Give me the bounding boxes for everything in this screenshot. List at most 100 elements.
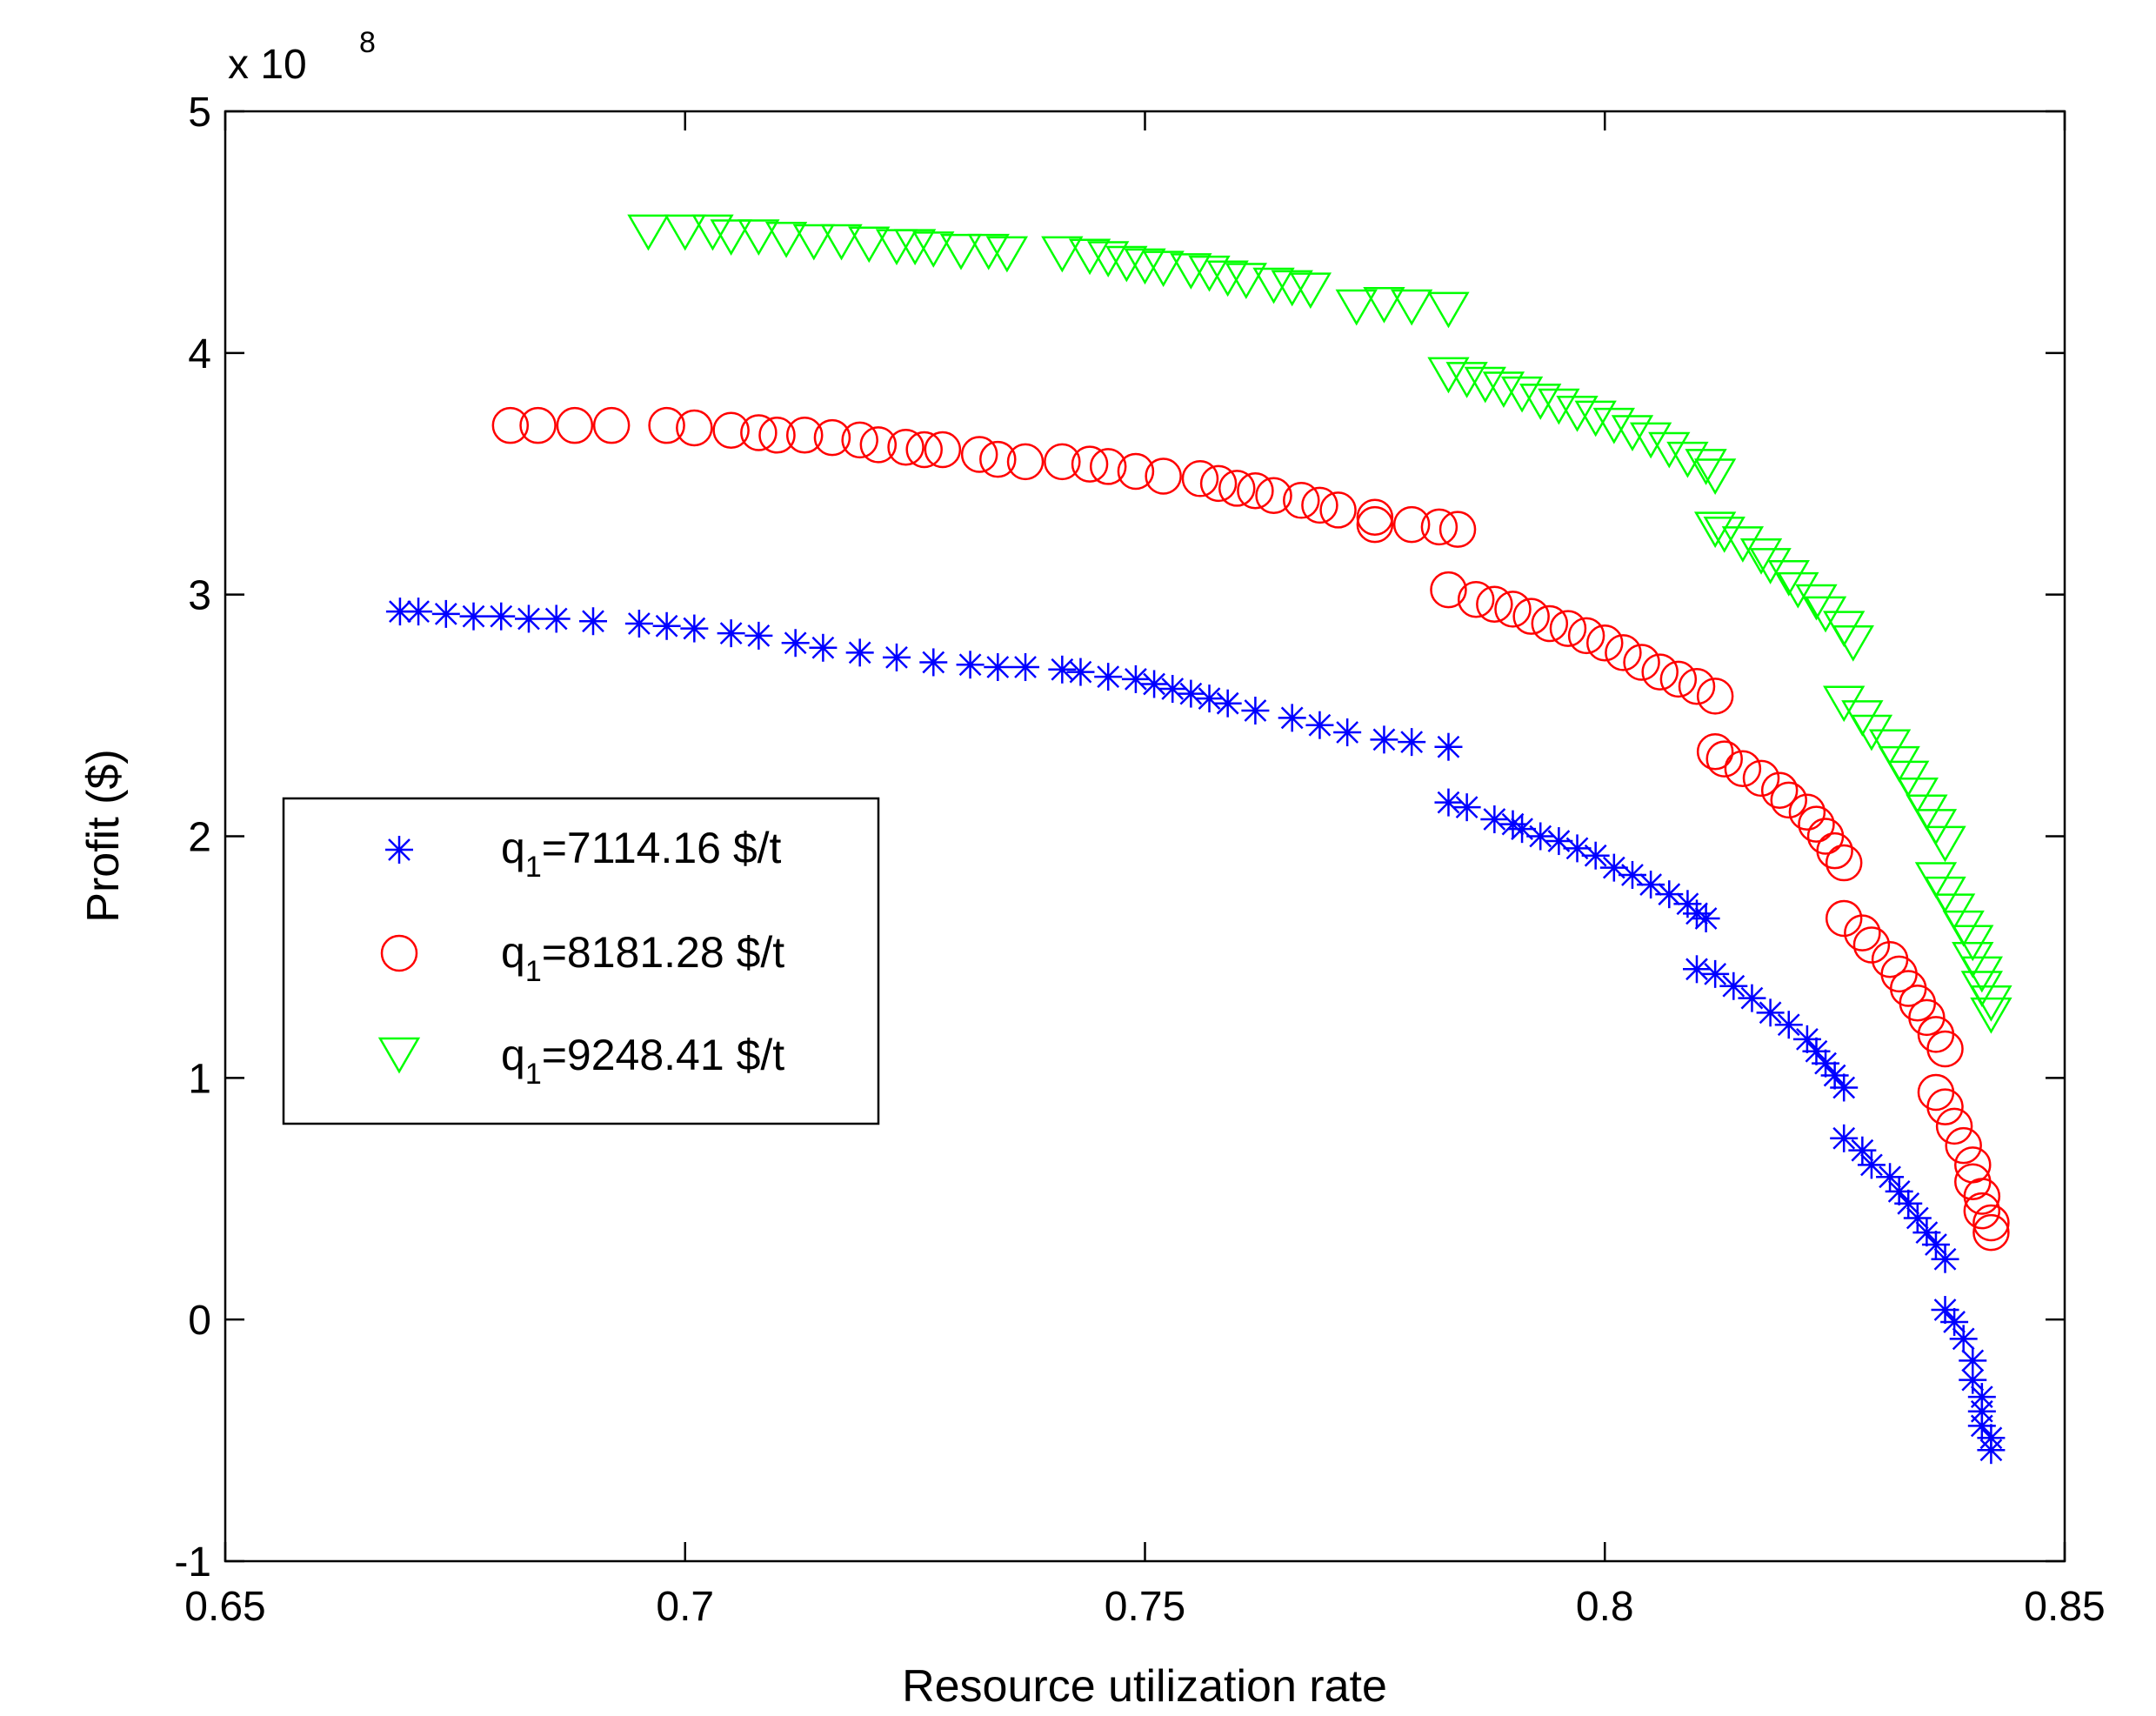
data-point (1592, 407, 1635, 444)
data-point (1195, 684, 1224, 713)
data-point (740, 414, 778, 451)
data-point (1738, 984, 1766, 1012)
data-point (893, 229, 937, 266)
x-tick-label: 0.8 (1576, 1584, 1634, 1630)
legend-label-1-sub: 1 (525, 851, 542, 884)
data-point (1252, 267, 1295, 304)
data-point (1696, 733, 1734, 771)
x-tick-label: 0.75 (1105, 1584, 1185, 1630)
data-point (1972, 1213, 2010, 1252)
data-point (781, 629, 810, 658)
data-point (1912, 1219, 1941, 1247)
data-point (1586, 624, 1624, 662)
data-point (985, 236, 1029, 273)
data-point (1857, 1151, 1886, 1179)
data-point (1158, 675, 1187, 704)
data-point (905, 431, 943, 469)
data-point (1526, 822, 1555, 851)
data-point (1894, 1189, 1923, 1218)
legend-label-2-sub: 1 (525, 955, 542, 988)
data-point (960, 436, 998, 473)
data-point (1301, 486, 1338, 524)
data-point (924, 431, 962, 469)
data-point (592, 406, 631, 444)
data-point (1089, 448, 1127, 485)
data-point (1574, 400, 1617, 437)
data-point (1967, 1412, 1996, 1440)
legend-label-2-rest: =8181.28 $/t (542, 928, 785, 977)
data-point (1445, 362, 1488, 398)
data-point (1430, 571, 1467, 609)
data-point (1724, 750, 1762, 787)
data-point (664, 214, 706, 251)
data-point (1830, 1073, 1859, 1102)
x-tick-label: 0.65 (184, 1584, 265, 1630)
data-point (1370, 725, 1398, 754)
legend-marker-3 (377, 1037, 421, 1074)
legend-marker-1 (385, 836, 413, 864)
series-1 (385, 598, 2006, 1465)
data-point (785, 417, 824, 454)
data-point (1391, 289, 1433, 326)
data-point (1692, 904, 1720, 932)
legend: q1=7114.16 $/t q1=8181.28 $/t q1=9248.41… (282, 797, 880, 1125)
data-point (1434, 732, 1463, 761)
data-point (1795, 584, 1838, 621)
legend-marker-2 (380, 934, 418, 972)
data-point (1655, 880, 1684, 909)
y-tick-label: 5 (188, 90, 211, 136)
data-point (919, 648, 948, 677)
data-point (1703, 516, 1745, 553)
data-point (1945, 1126, 1982, 1165)
x-tick-label: 0.85 (2024, 1584, 2105, 1630)
data-point (680, 614, 709, 643)
data-point (1271, 270, 1313, 307)
data-point (1335, 289, 1378, 326)
data-point (717, 619, 745, 648)
y-tick-label: -1 (174, 1539, 211, 1586)
data-point (1659, 660, 1698, 698)
legend-label-1-rest: =7114.16 $/t (542, 824, 782, 872)
data-point (1087, 241, 1130, 277)
data-point (984, 653, 1012, 682)
legend-label-1-prefix: q (501, 824, 525, 872)
data-point (738, 219, 780, 256)
data-point (1556, 396, 1599, 432)
data-point (1427, 357, 1470, 394)
data-point (1960, 956, 2003, 993)
legend-label-3-prefix: q (501, 1031, 525, 1079)
data-point (1512, 598, 1550, 635)
x-axis-label: Resource utilization rate (902, 1661, 1387, 1712)
data-point (1774, 1011, 1803, 1039)
data-point (1823, 685, 1866, 723)
data-point (1006, 443, 1045, 481)
data-point (1199, 464, 1238, 503)
data-point (1844, 914, 1881, 951)
data-point (1605, 634, 1642, 671)
data-point (1903, 1204, 1932, 1232)
data-point (1749, 548, 1792, 584)
data-point (1756, 998, 1785, 1027)
data-point (1623, 644, 1660, 681)
data-point (1041, 236, 1084, 273)
data-point (967, 233, 1010, 270)
data-point (1549, 610, 1587, 647)
data-point (519, 406, 557, 444)
y-multiplier-label: x 10 (228, 42, 307, 88)
data-point (1011, 653, 1040, 682)
data-point (1641, 653, 1679, 691)
data-point (1825, 899, 1863, 938)
legend-markers (377, 836, 421, 1074)
data-point (1935, 1107, 1973, 1145)
data-point (813, 418, 851, 457)
legend-label-3-sub: 1 (525, 1058, 542, 1091)
data-point (1218, 470, 1256, 507)
data-point (1071, 445, 1109, 483)
data-point (514, 604, 543, 633)
x-tick-label: 0.7 (656, 1584, 714, 1630)
data-point (1921, 1231, 1950, 1259)
data-point (1721, 526, 1765, 563)
data-point (1970, 985, 2012, 1022)
data-point (1283, 482, 1320, 519)
data-point (912, 231, 955, 268)
